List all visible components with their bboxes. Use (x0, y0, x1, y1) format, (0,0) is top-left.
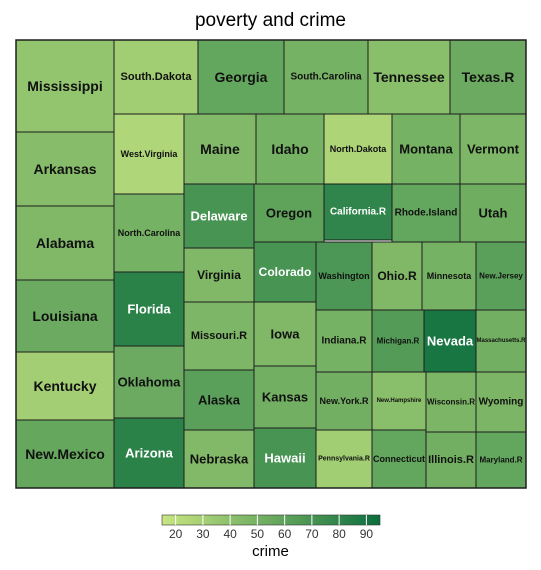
treemap-label-colorado: Colorado (259, 265, 312, 279)
treemap-cell-maryland-r (475, 431, 527, 489)
treemap-cell-west-virginia (113, 113, 185, 195)
treemap-label-florida: Florida (127, 302, 171, 317)
treemap-cell-south-carolina (283, 39, 369, 115)
treemap-border (15, 39, 527, 489)
treemap-label-louisiana: Louisiana (32, 308, 98, 324)
legend-tick-label: 50 (251, 527, 265, 541)
treemap-label-new-jersey: New.Jersey (479, 272, 523, 281)
treemap-label-arkansas: Arkansas (33, 161, 96, 177)
treemap-label-georgia: Georgia (215, 69, 268, 85)
treemap-cell-wyoming (475, 371, 527, 433)
treemap-label-idaho: Idaho (271, 141, 308, 157)
treemap-label-minnesota: Minnesota (427, 271, 472, 281)
treemap-label-new-mexico: New.Mexico (25, 446, 105, 462)
treemap-cell-north-dakota (323, 113, 393, 185)
treemap-cell-new-mexico (15, 419, 115, 489)
treemap-label-alaska: Alaska (198, 393, 241, 408)
legend-title: crime (252, 543, 289, 560)
treemap-cell-florida (113, 271, 185, 347)
treemap-cell-alaska (183, 369, 255, 431)
treemap-label-new-york-r: New.York.R (319, 396, 369, 406)
treemap-label-hawaii: Hawaii (264, 451, 305, 466)
treemap-label-missouri-r: Missouri.R (191, 330, 247, 342)
legend-tick-label: 30 (196, 527, 210, 541)
legend-tick-label: 90 (360, 527, 374, 541)
treemap-cell-alabama (15, 205, 115, 281)
treemap-label-utah: Utah (479, 206, 508, 221)
chart-title: poverty and crime (194, 10, 346, 31)
treemap-label-wyoming: Wyoming (479, 397, 524, 408)
treemap-label-maine: Maine (200, 141, 240, 157)
treemap-label-delaware: Delaware (190, 209, 247, 224)
treemap-label-nebraska: Nebraska (190, 452, 249, 467)
treemap-label-nevada: Nevada (427, 334, 474, 349)
treemap-label-arizona: Arizona (125, 446, 173, 461)
treemap-label-tennessee: Tennessee (373, 69, 445, 85)
treemap-label-texas-r: Texas.R (462, 69, 515, 85)
treemap-cell-oregon (253, 183, 325, 243)
treemap-label-wisconsin-r: Wisconsin.R (427, 398, 475, 407)
treemap-label-kansas: Kansas (262, 390, 308, 405)
treemap-label-virginia: Virginia (197, 268, 241, 282)
treemap-cell-california-r (323, 183, 393, 241)
treemap-cell-tennessee (367, 39, 451, 115)
treemap-label-massachusetts-r: Massachusetts.R (476, 338, 526, 344)
legend-tick-label: 40 (223, 527, 237, 541)
treemap-cell-washington (315, 241, 373, 311)
treemap-cell-south-dakota (113, 39, 199, 115)
treemap-label-michigan-r: Michigan.R (377, 337, 420, 346)
treemap-cell-iowa (253, 301, 317, 367)
treemap-label-oklahoma: Oklahoma (118, 375, 182, 390)
treemap-label-kentucky: Kentucky (33, 378, 96, 394)
treemap-label-illinois-r: Illinois.R (428, 454, 474, 466)
treemap-cell-massachusetts-r (475, 309, 527, 373)
treemap-label-north-carolina: North.Carolina (118, 228, 181, 238)
treemap-cell-georgia (197, 39, 285, 115)
treemap-label-california-r: California.R (330, 207, 387, 218)
treemap-cell-vermont (459, 113, 527, 185)
treemap-label-maryland-r: Maryland.R (479, 456, 522, 465)
treemap-label-indiana-r: Indiana.R (321, 336, 367, 347)
legend-tick-label: 70 (305, 527, 319, 541)
treemap-cell-rhode-island (391, 183, 461, 243)
treemap-label-pennsylvania-r: Pennsylvania.R (318, 456, 370, 463)
treemap-label-new-hampshire: New.Hampshire (377, 398, 422, 404)
legend-tick-label: 80 (332, 527, 346, 541)
legend-tick-label: 60 (278, 527, 292, 541)
treemap-cell-idaho (255, 113, 325, 185)
treemap-label-oregon: Oregon (266, 206, 312, 221)
treemap-label-connecticut: Connecticut (373, 454, 425, 464)
treemap-label-iowa: Iowa (271, 327, 301, 342)
treemap-cell-delaware (183, 183, 255, 249)
treemap-cell-new-york-r (315, 371, 373, 431)
treemap-label-west-virginia: West.Virginia (121, 149, 179, 159)
treemap-cell-missouri-r (183, 301, 255, 371)
legend-colorbar (161, 514, 381, 526)
treemap-label-north-dakota: North.Dakota (330, 144, 387, 154)
treemap-label-mississippi: Mississippi (27, 78, 102, 94)
treemap-cell-kansas (253, 365, 317, 429)
treemap-label-south-dakota: South.Dakota (121, 71, 193, 83)
treemap-label-montana: Montana (399, 142, 453, 157)
treemap-label-south-carolina: South.Carolina (290, 72, 362, 83)
treemap-label-rhode-island: Rhode.Island (395, 208, 458, 219)
treemap-label-ohio-r: Ohio.R (377, 269, 417, 283)
treemap-label-vermont: Vermont (467, 142, 520, 157)
treemap-label-alabama: Alabama (36, 235, 95, 251)
treemap-cell-arizona (113, 417, 185, 489)
treemap-label-washington: Washington (318, 271, 369, 281)
legend-tick-label: 20 (169, 527, 183, 541)
